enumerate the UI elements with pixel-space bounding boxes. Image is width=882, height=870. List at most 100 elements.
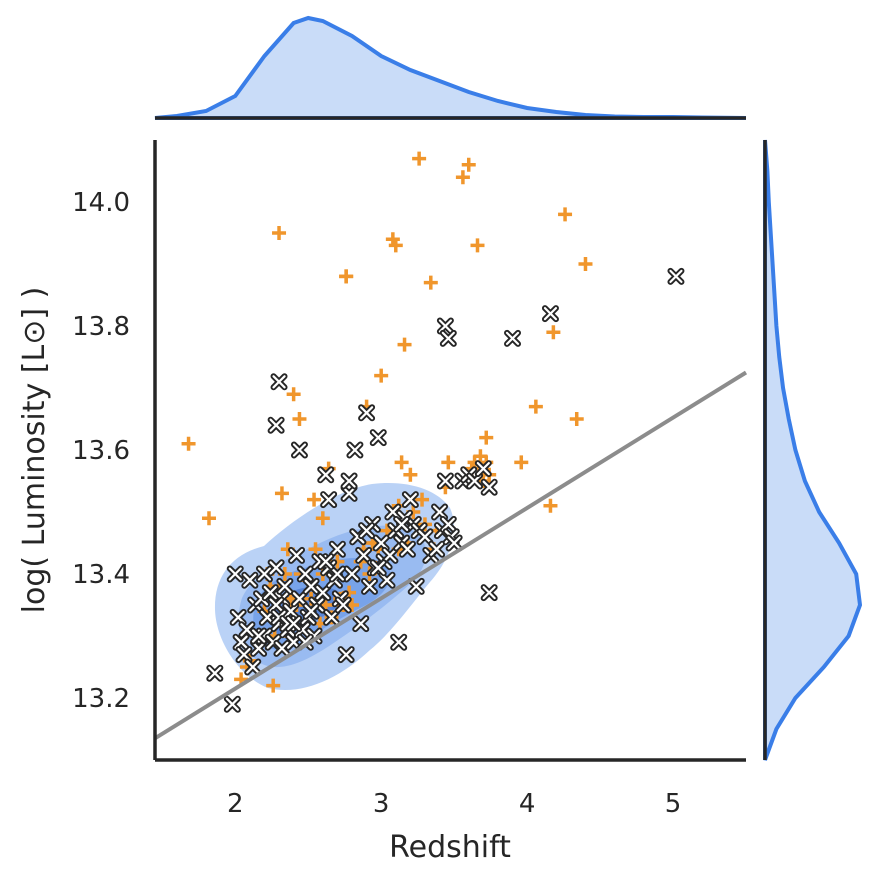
x-marker	[270, 373, 288, 391]
x-marker-series	[206, 267, 685, 713]
x-marker	[255, 565, 273, 583]
x-marker	[358, 522, 376, 540]
x-marker	[334, 596, 352, 614]
x-marker	[302, 602, 320, 620]
x-axis-label: Redshift	[389, 830, 511, 865]
y-axis-ticks: 13.2 13.4 13.6 13.8 14.0	[72, 188, 130, 714]
plus-marker	[569, 412, 584, 426]
x-marker	[480, 584, 498, 602]
x-marker	[273, 639, 291, 657]
x-marker	[436, 317, 454, 335]
x-marker	[393, 515, 411, 533]
plus-marker	[272, 226, 287, 240]
plus-marker	[374, 368, 389, 383]
plus-marker	[412, 151, 427, 166]
x-marker	[267, 416, 285, 434]
x-marker	[343, 565, 361, 583]
x-marker	[407, 577, 425, 595]
plus-marker	[266, 678, 281, 693]
x-marker	[401, 491, 419, 509]
plus-marker	[558, 207, 573, 222]
plus-marker	[543, 498, 558, 513]
x-marker	[267, 596, 285, 614]
x-marker	[296, 565, 314, 583]
x-marker	[340, 484, 358, 502]
plus-marker	[181, 436, 196, 451]
x-marker	[416, 528, 434, 546]
x-marker	[320, 491, 338, 509]
plus-marker	[528, 399, 543, 414]
x-marker	[276, 577, 294, 595]
marginal-x-kde	[154, 15, 747, 120]
x-marker	[667, 267, 685, 285]
marginal-y-kde	[763, 139, 863, 761]
x-marker	[378, 571, 396, 589]
main-plot-area	[153, 151, 748, 741]
x-marker	[250, 627, 268, 645]
trend-line	[153, 370, 748, 741]
x-marker	[474, 460, 492, 478]
x-marker	[282, 602, 300, 620]
x-marker	[390, 633, 408, 651]
x-marker	[541, 305, 559, 323]
x-marker	[285, 633, 303, 651]
plus-marker	[441, 455, 456, 470]
plus-marker	[307, 492, 322, 507]
y-tick-label: 13.6	[72, 436, 130, 466]
x-tick-label: 5	[665, 789, 682, 819]
y-tick-label: 13.8	[72, 312, 130, 342]
x-marker	[317, 466, 335, 484]
x-marker	[244, 658, 262, 676]
x-marker	[445, 534, 463, 552]
plus-marker	[292, 412, 307, 426]
x-marker	[398, 540, 416, 558]
x-marker	[439, 329, 457, 347]
y-tick-label: 13.2	[72, 684, 130, 714]
plus-marker	[315, 511, 330, 526]
x-marker	[229, 608, 247, 626]
x-marker	[232, 633, 250, 651]
plus-marker	[201, 511, 216, 526]
x-marker	[285, 615, 303, 633]
plus-marker	[578, 257, 593, 271]
x-axis-ticks: 2 3 4 5	[227, 789, 681, 819]
plus-marker	[423, 275, 438, 290]
x-marker	[261, 584, 279, 602]
plus-marker	[394, 455, 409, 470]
x-marker	[346, 441, 364, 459]
x-marker	[288, 546, 306, 564]
x-marker	[314, 584, 332, 602]
x-marker	[428, 540, 446, 558]
plus-marker	[546, 325, 561, 340]
plus-marker	[339, 269, 354, 284]
x-marker	[223, 695, 241, 713]
x-marker	[355, 546, 373, 564]
x-marker	[302, 577, 320, 595]
x-marker	[328, 565, 346, 583]
plus-marker	[514, 455, 529, 470]
plus-marker	[461, 157, 476, 172]
x-marker	[369, 429, 387, 447]
x-marker	[436, 472, 454, 490]
x-marker	[323, 608, 341, 626]
x-marker	[226, 565, 244, 583]
y-tick-label: 14.0	[72, 188, 130, 218]
x-tick-label: 4	[519, 789, 536, 819]
marginal-y-density-curve	[763, 139, 863, 761]
x-marker	[328, 540, 346, 558]
x-marker	[235, 646, 253, 664]
x-marker	[358, 404, 376, 422]
x-marker	[250, 639, 268, 657]
x-marker	[480, 478, 498, 496]
x-marker	[352, 615, 370, 633]
x-marker	[290, 590, 308, 608]
x-marker	[267, 559, 285, 577]
x-marker	[241, 571, 259, 589]
x-marker	[361, 577, 379, 595]
x-marker	[372, 534, 390, 552]
x-marker	[337, 646, 355, 664]
x-marker	[317, 553, 335, 571]
marginal-x-density-curve	[154, 15, 747, 120]
x-marker	[381, 546, 399, 564]
